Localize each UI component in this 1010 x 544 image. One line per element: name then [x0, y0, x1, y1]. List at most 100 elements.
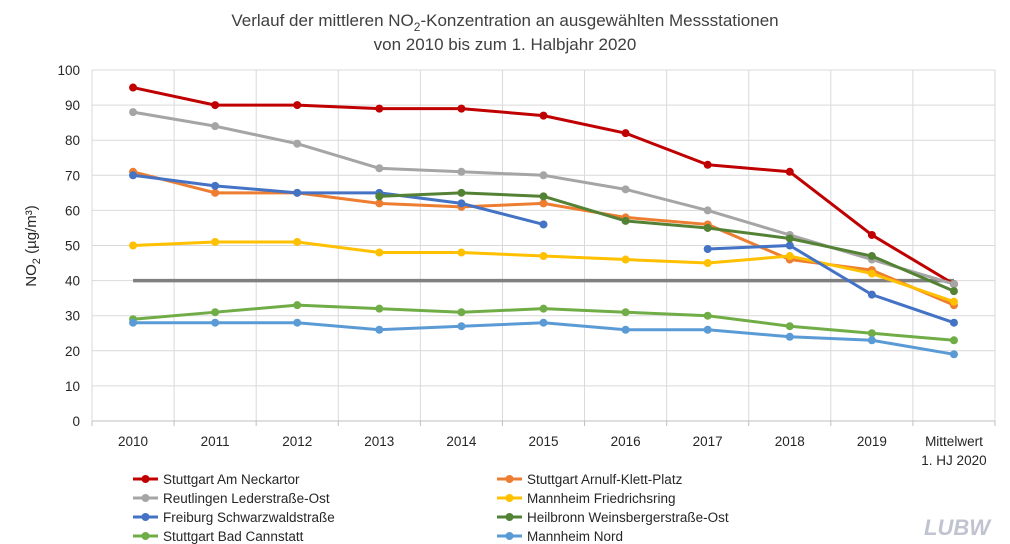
data-point	[129, 318, 138, 327]
data-point	[621, 185, 630, 194]
data-point	[211, 181, 220, 190]
x-tick-labels: 2010 2011 2012 2013 2014 2015 2016 2017 2018 2019…	[118, 434, 987, 468]
y-tick-label: 100	[57, 63, 80, 78]
data-point	[375, 164, 384, 173]
legend-entry: Reutlingen Lederstraße-Ost	[133, 491, 330, 506]
legend-entry: Mannheim Friedrichsring	[497, 491, 676, 506]
data-point	[785, 252, 794, 261]
data-point	[949, 287, 958, 296]
legend-entry: Stuttgart Bad Cannstatt	[133, 529, 304, 544]
legend-label: Heilbronn Weinsbergerstraße-Ost	[527, 510, 729, 525]
data-point	[293, 188, 302, 197]
data-point	[539, 171, 548, 180]
x-tick-label: Mittelwert 1. HJ 2020	[921, 434, 986, 468]
data-point	[949, 336, 958, 345]
legend-label: Stuttgart Am Neckartor	[163, 472, 300, 487]
data-point	[867, 329, 876, 338]
data-point	[539, 192, 548, 201]
data-point	[539, 318, 548, 327]
x-tick-label: 2019	[857, 434, 887, 449]
y-axis-label: NO2 (µg/m³)	[23, 205, 43, 286]
chart-title: Verlauf der mittleren NO2-Konzentration …	[231, 11, 778, 54]
y-tick-label: 50	[65, 239, 80, 254]
y-tick-label: 30	[65, 309, 80, 324]
data-point	[375, 199, 384, 208]
data-point	[293, 301, 302, 310]
data-point	[867, 336, 876, 345]
data-point	[703, 325, 712, 334]
legend-swatch-marker	[141, 494, 150, 502]
y-tick-label: 10	[65, 379, 80, 394]
data-point	[785, 332, 794, 341]
legend-swatch-marker	[505, 513, 514, 521]
data-point	[785, 167, 794, 176]
data-point	[867, 269, 876, 278]
data-point	[539, 220, 548, 229]
x-tick-label: 2017	[693, 434, 723, 449]
series-mannheim-nord	[129, 318, 958, 359]
data-point	[949, 350, 958, 359]
data-point	[129, 83, 138, 92]
legend-entry: Heilbronn Weinsbergerstraße-Ost	[497, 510, 729, 525]
data-point	[375, 304, 384, 313]
data-point	[211, 318, 220, 327]
data-point	[867, 290, 876, 299]
legend-label: Mannheim Nord	[527, 529, 623, 544]
x-tick-label: 2010	[118, 434, 148, 449]
data-point	[457, 188, 466, 197]
y-tick-labels: 0 10 20 30 40 50 60 70 80 90 100	[57, 63, 80, 429]
data-point	[867, 252, 876, 261]
data-point	[375, 104, 384, 113]
data-point	[621, 255, 630, 264]
legend-entry: Stuttgart Arnulf-Klett-Platz	[497, 472, 683, 487]
data-point	[703, 245, 712, 254]
data-point	[785, 322, 794, 331]
x-tick-label: 2018	[775, 434, 805, 449]
data-point	[457, 322, 466, 331]
data-point	[703, 311, 712, 320]
data-point	[457, 248, 466, 257]
legend-label: Stuttgart Arnulf-Klett-Platz	[527, 472, 683, 487]
legend-swatch-marker	[505, 532, 514, 540]
data-point	[129, 108, 138, 117]
data-point	[375, 325, 384, 334]
data-point	[293, 139, 302, 148]
x-tick-label: 2012	[282, 434, 312, 449]
y-tick-label: 0	[72, 414, 80, 429]
legend-swatch-marker	[505, 494, 514, 502]
legend-label: Freiburg Schwarzwaldstraße	[163, 510, 335, 525]
data-point	[457, 308, 466, 317]
data-point	[703, 160, 712, 169]
data-point	[293, 101, 302, 110]
data-point	[211, 308, 220, 317]
data-point	[703, 259, 712, 268]
x-tick-label: 2014	[446, 434, 477, 449]
legend-label: Mannheim Friedrichsring	[527, 491, 676, 506]
x-tick-label: 2016	[611, 434, 641, 449]
series-heilbronn-weinsbergerstra-e-ost	[375, 188, 958, 296]
y-tick-label: 40	[65, 274, 80, 289]
data-point	[457, 104, 466, 113]
data-point	[293, 318, 302, 327]
data-point	[375, 192, 384, 201]
series-line	[132, 173, 544, 226]
lubw-logo: LUBW	[924, 515, 992, 540]
x-tick-label: 2015	[528, 434, 558, 449]
data-point	[211, 122, 220, 131]
gridlines	[91, 69, 996, 422]
data-point	[785, 241, 794, 250]
series-stuttgart-bad-cannstatt	[129, 301, 958, 345]
y-tick-label: 60	[65, 203, 80, 218]
data-point	[703, 206, 712, 215]
x-tick-label: 2013	[364, 434, 394, 449]
data-point	[457, 167, 466, 176]
legend-swatch-marker	[141, 475, 150, 483]
data-point	[949, 318, 958, 327]
data-point	[457, 199, 466, 208]
data-point	[375, 248, 384, 257]
data-point	[539, 199, 548, 208]
data-point	[539, 111, 548, 120]
chart-title-line2: von 2010 bis zum 1. Halbjahr 2020	[374, 35, 637, 54]
y-tick-label: 90	[65, 98, 80, 113]
